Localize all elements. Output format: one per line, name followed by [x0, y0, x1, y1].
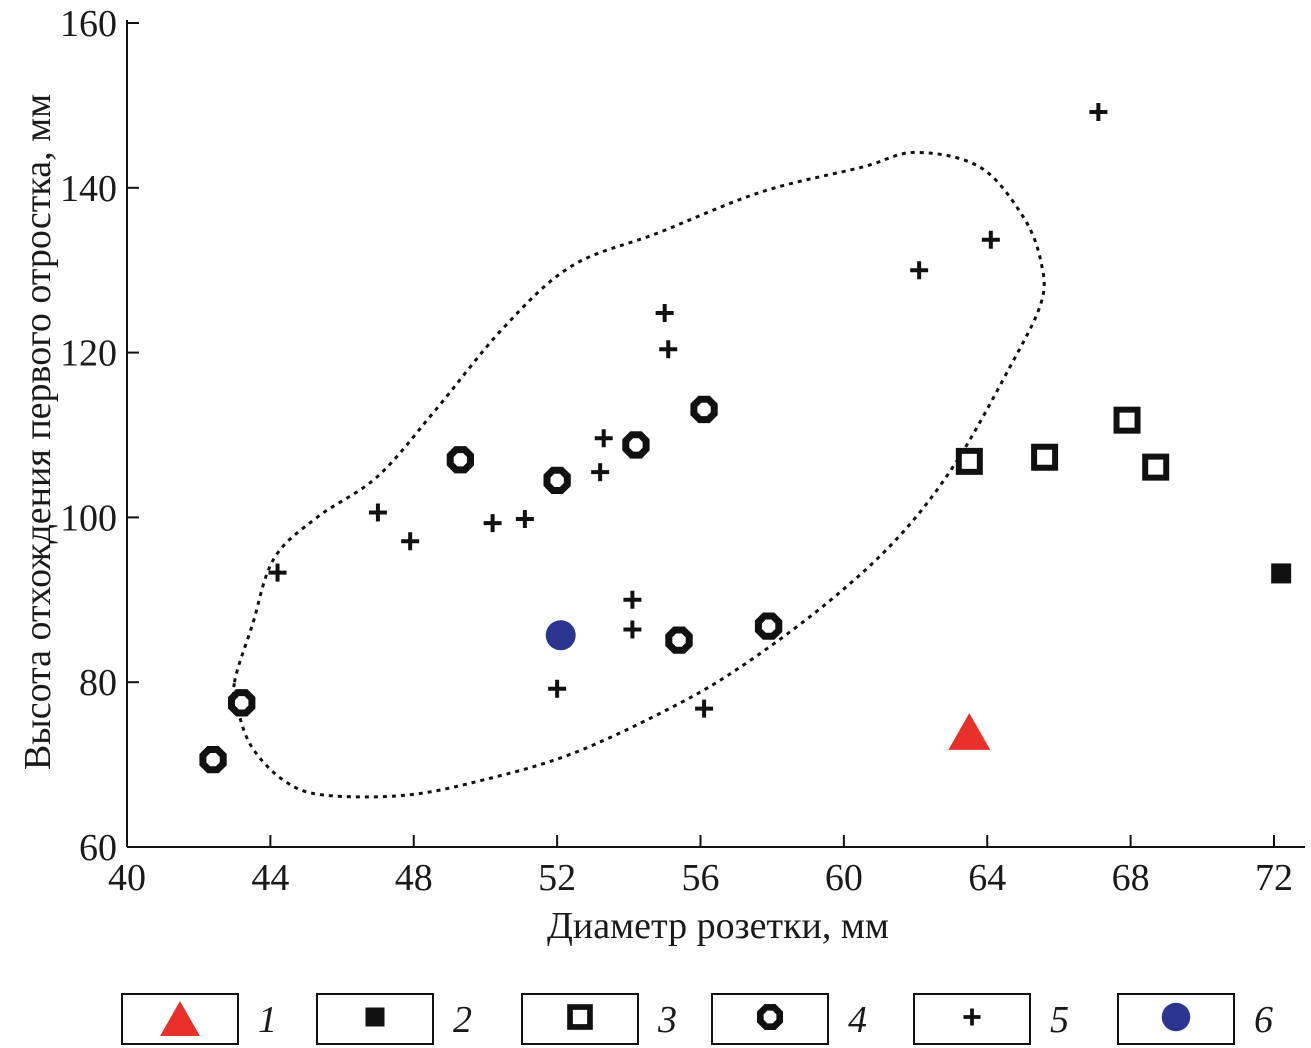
x-tick-label: 44 — [251, 857, 289, 899]
x-tick-label: 60 — [825, 857, 863, 899]
data-point-series-3 — [1142, 453, 1170, 481]
y-tick-label: 120 — [60, 333, 117, 375]
legend-label-3: 3 — [657, 999, 677, 1041]
data-point-series-4 — [446, 446, 474, 474]
legend-marker-6 — [1161, 1002, 1191, 1032]
data-point-series-5 — [1089, 102, 1108, 121]
data-point-series-5 — [401, 532, 420, 551]
data-point-series-5 — [483, 514, 502, 533]
data-point-series-3 — [1113, 406, 1141, 434]
data-point-series-5 — [368, 503, 387, 522]
data-point-series-4 — [543, 466, 571, 494]
data-point-series-5 — [548, 679, 567, 698]
y-tick-label: 100 — [60, 497, 117, 539]
data-point-series-2 — [1271, 563, 1292, 584]
data-point-series-3 — [1031, 443, 1059, 471]
x-tick-label: 72 — [1255, 857, 1293, 899]
legend-marker-1 — [160, 1001, 200, 1036]
data-point-series-1 — [948, 713, 991, 750]
data-point-series-5 — [655, 304, 674, 323]
data-point-series-4 — [228, 689, 256, 717]
data-point-series-4 — [690, 395, 718, 424]
legend-marker-4 — [756, 1003, 784, 1031]
data-point-series-3 — [955, 447, 983, 475]
y-tick-label: 160 — [60, 3, 117, 45]
data-point-series-4 — [199, 746, 227, 774]
confidence-ellipse — [232, 150, 1046, 799]
y-tick-label: 80 — [79, 662, 117, 704]
y-tick-label: 60 — [79, 827, 117, 869]
data-point-series-5 — [515, 510, 534, 529]
x-tick-label: 68 — [1112, 857, 1150, 899]
data-point-series-4 — [622, 431, 650, 459]
data-point-series-6 — [545, 620, 576, 651]
x-tick-label: 52 — [538, 857, 576, 899]
legend-marker-5 — [963, 1008, 981, 1026]
data-point-series-4 — [665, 626, 693, 654]
x-tick-label: 48 — [395, 857, 433, 899]
y-axis-title: Высота отхождения первого отростка, мм — [17, 94, 59, 770]
x-tick-label: 56 — [682, 857, 720, 899]
x-tick-label: 64 — [968, 857, 1006, 899]
data-point-series-5 — [594, 429, 613, 448]
data-point-series-5 — [623, 620, 642, 639]
data-point-series-5 — [268, 563, 287, 582]
legend-marker-3 — [567, 1004, 593, 1030]
data-points-layer — [199, 102, 1292, 774]
legend-marker-2 — [365, 1007, 385, 1027]
legend-label-1: 1 — [258, 999, 277, 1041]
axes: 40 44 48 52 56 60 64 68 72 60 80 100 120 140 160 — [60, 3, 1305, 899]
data-point-series-5 — [695, 699, 714, 718]
legend-label-6: 6 — [1254, 999, 1273, 1041]
y-tick-label: 140 — [60, 168, 117, 210]
legend-label-5: 5 — [1050, 999, 1069, 1041]
data-point-series-5 — [659, 340, 678, 359]
axis-labels-layer: Диаметр розетки, мм Высота отхождения пе… — [17, 94, 889, 947]
data-point-series-4 — [754, 612, 783, 640]
data-point-series-5 — [623, 590, 642, 609]
x-axis-title: Диаметр розетки, мм — [547, 905, 889, 947]
legend-label-4: 4 — [848, 999, 867, 1041]
legend-label-2: 2 — [453, 999, 472, 1041]
confidence-ellipse-layer — [232, 150, 1046, 799]
data-point-series-5 — [910, 261, 929, 280]
data-point-series-5 — [591, 463, 610, 482]
data-point-series-5 — [981, 230, 1000, 249]
legend: 1 2 3 4 5 6 — [121, 993, 1273, 1045]
x-tick-label: 40 — [108, 857, 146, 899]
